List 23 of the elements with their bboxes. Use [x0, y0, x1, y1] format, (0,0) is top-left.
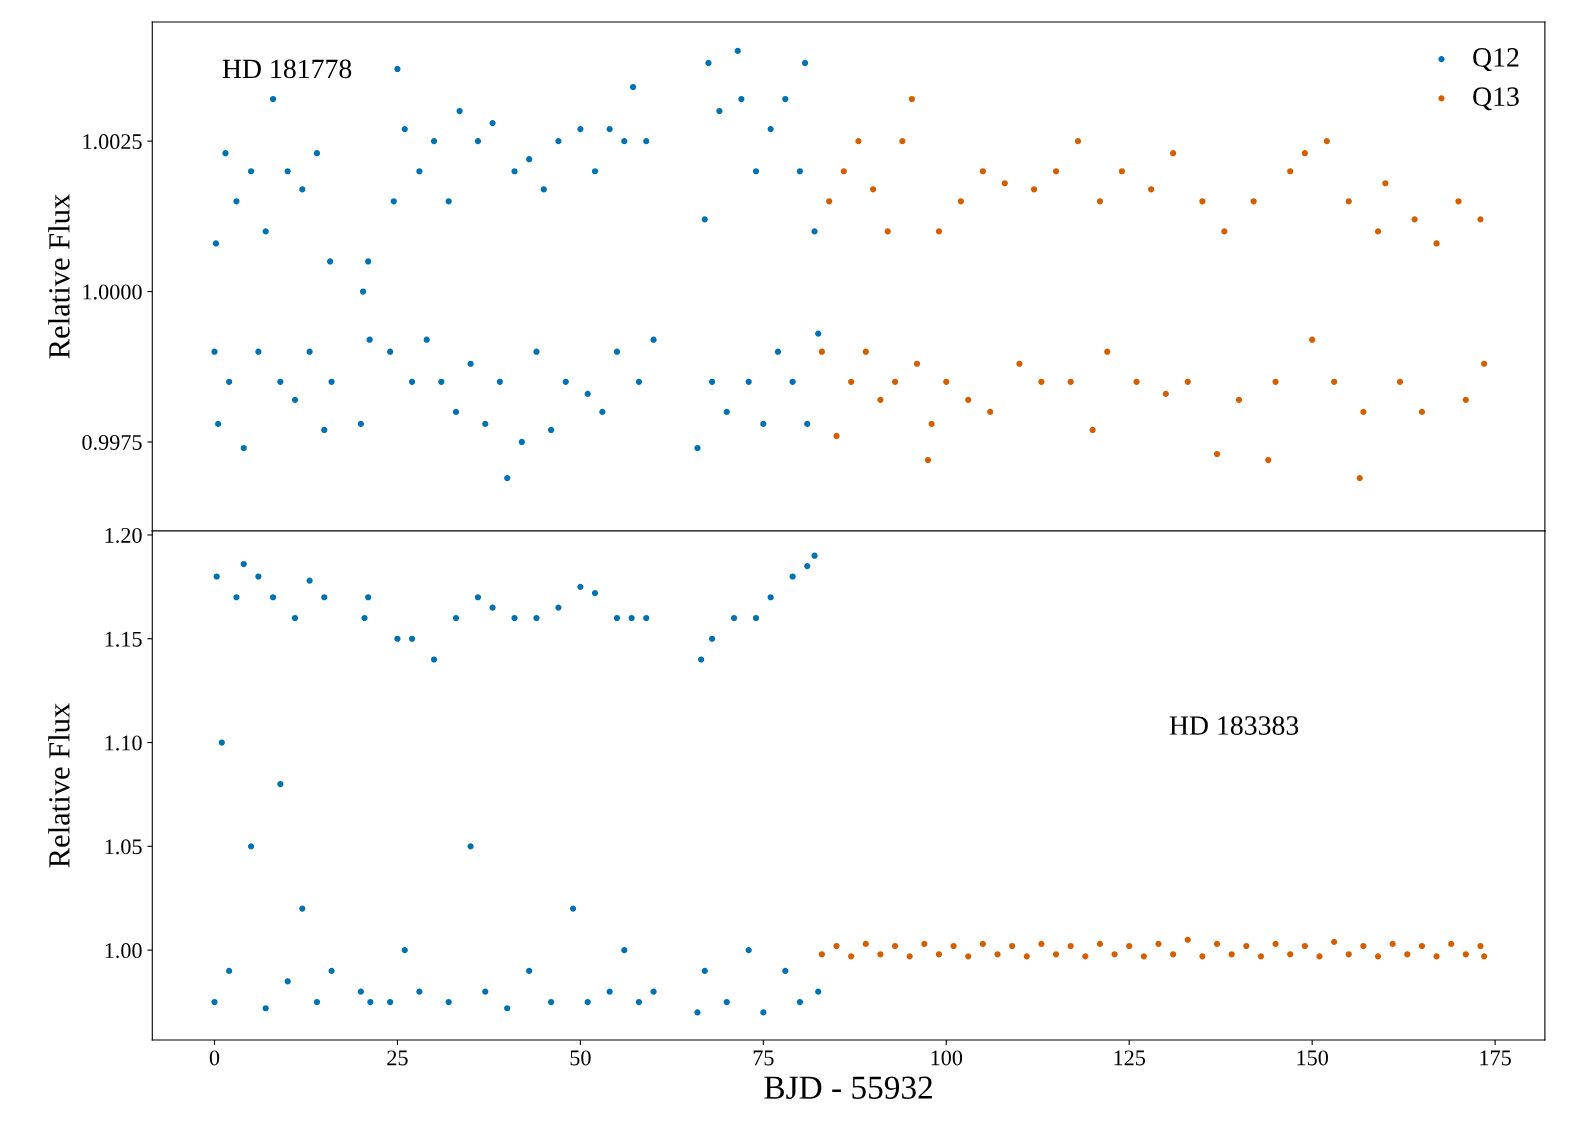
legend-label: Q12 — [1473, 48, 1519, 71]
y-tick-label: 1.05 — [105, 839, 142, 855]
x-tick-label: 25 — [387, 1050, 408, 1066]
x-axis-title: BJD - 55932 — [764, 1076, 932, 1099]
y-tick-label: 1.10 — [105, 735, 142, 751]
y-tick-label: 1.15 — [105, 631, 142, 647]
x-tick-label: 125 — [1114, 1050, 1146, 1066]
x-tick-label: 175 — [1480, 1050, 1511, 1066]
y-tick-label: 1.0025 — [83, 134, 142, 150]
y-tick-label: 0.9975 — [82, 434, 142, 450]
annotation: HD 181778 — [222, 59, 352, 79]
x-tick-label: 100 — [931, 1050, 963, 1066]
annotation: HD 183383 — [1169, 716, 1299, 735]
x-tick-label: 50 — [570, 1050, 591, 1066]
y-axis-title: Relative Flux — [48, 194, 70, 359]
y-axis-title: Relative Flux — [48, 703, 70, 868]
x-tick-label: 0 — [209, 1050, 220, 1066]
x-tick-label: 75 — [753, 1050, 774, 1066]
x-tick-label: 150 — [1297, 1050, 1328, 1066]
y-tick-label: 1.0000 — [83, 284, 142, 300]
y-tick-label: 1.20 — [105, 527, 142, 543]
y-tick-label: 1.00 — [105, 943, 142, 959]
legend-label: Q13 — [1473, 87, 1519, 111]
